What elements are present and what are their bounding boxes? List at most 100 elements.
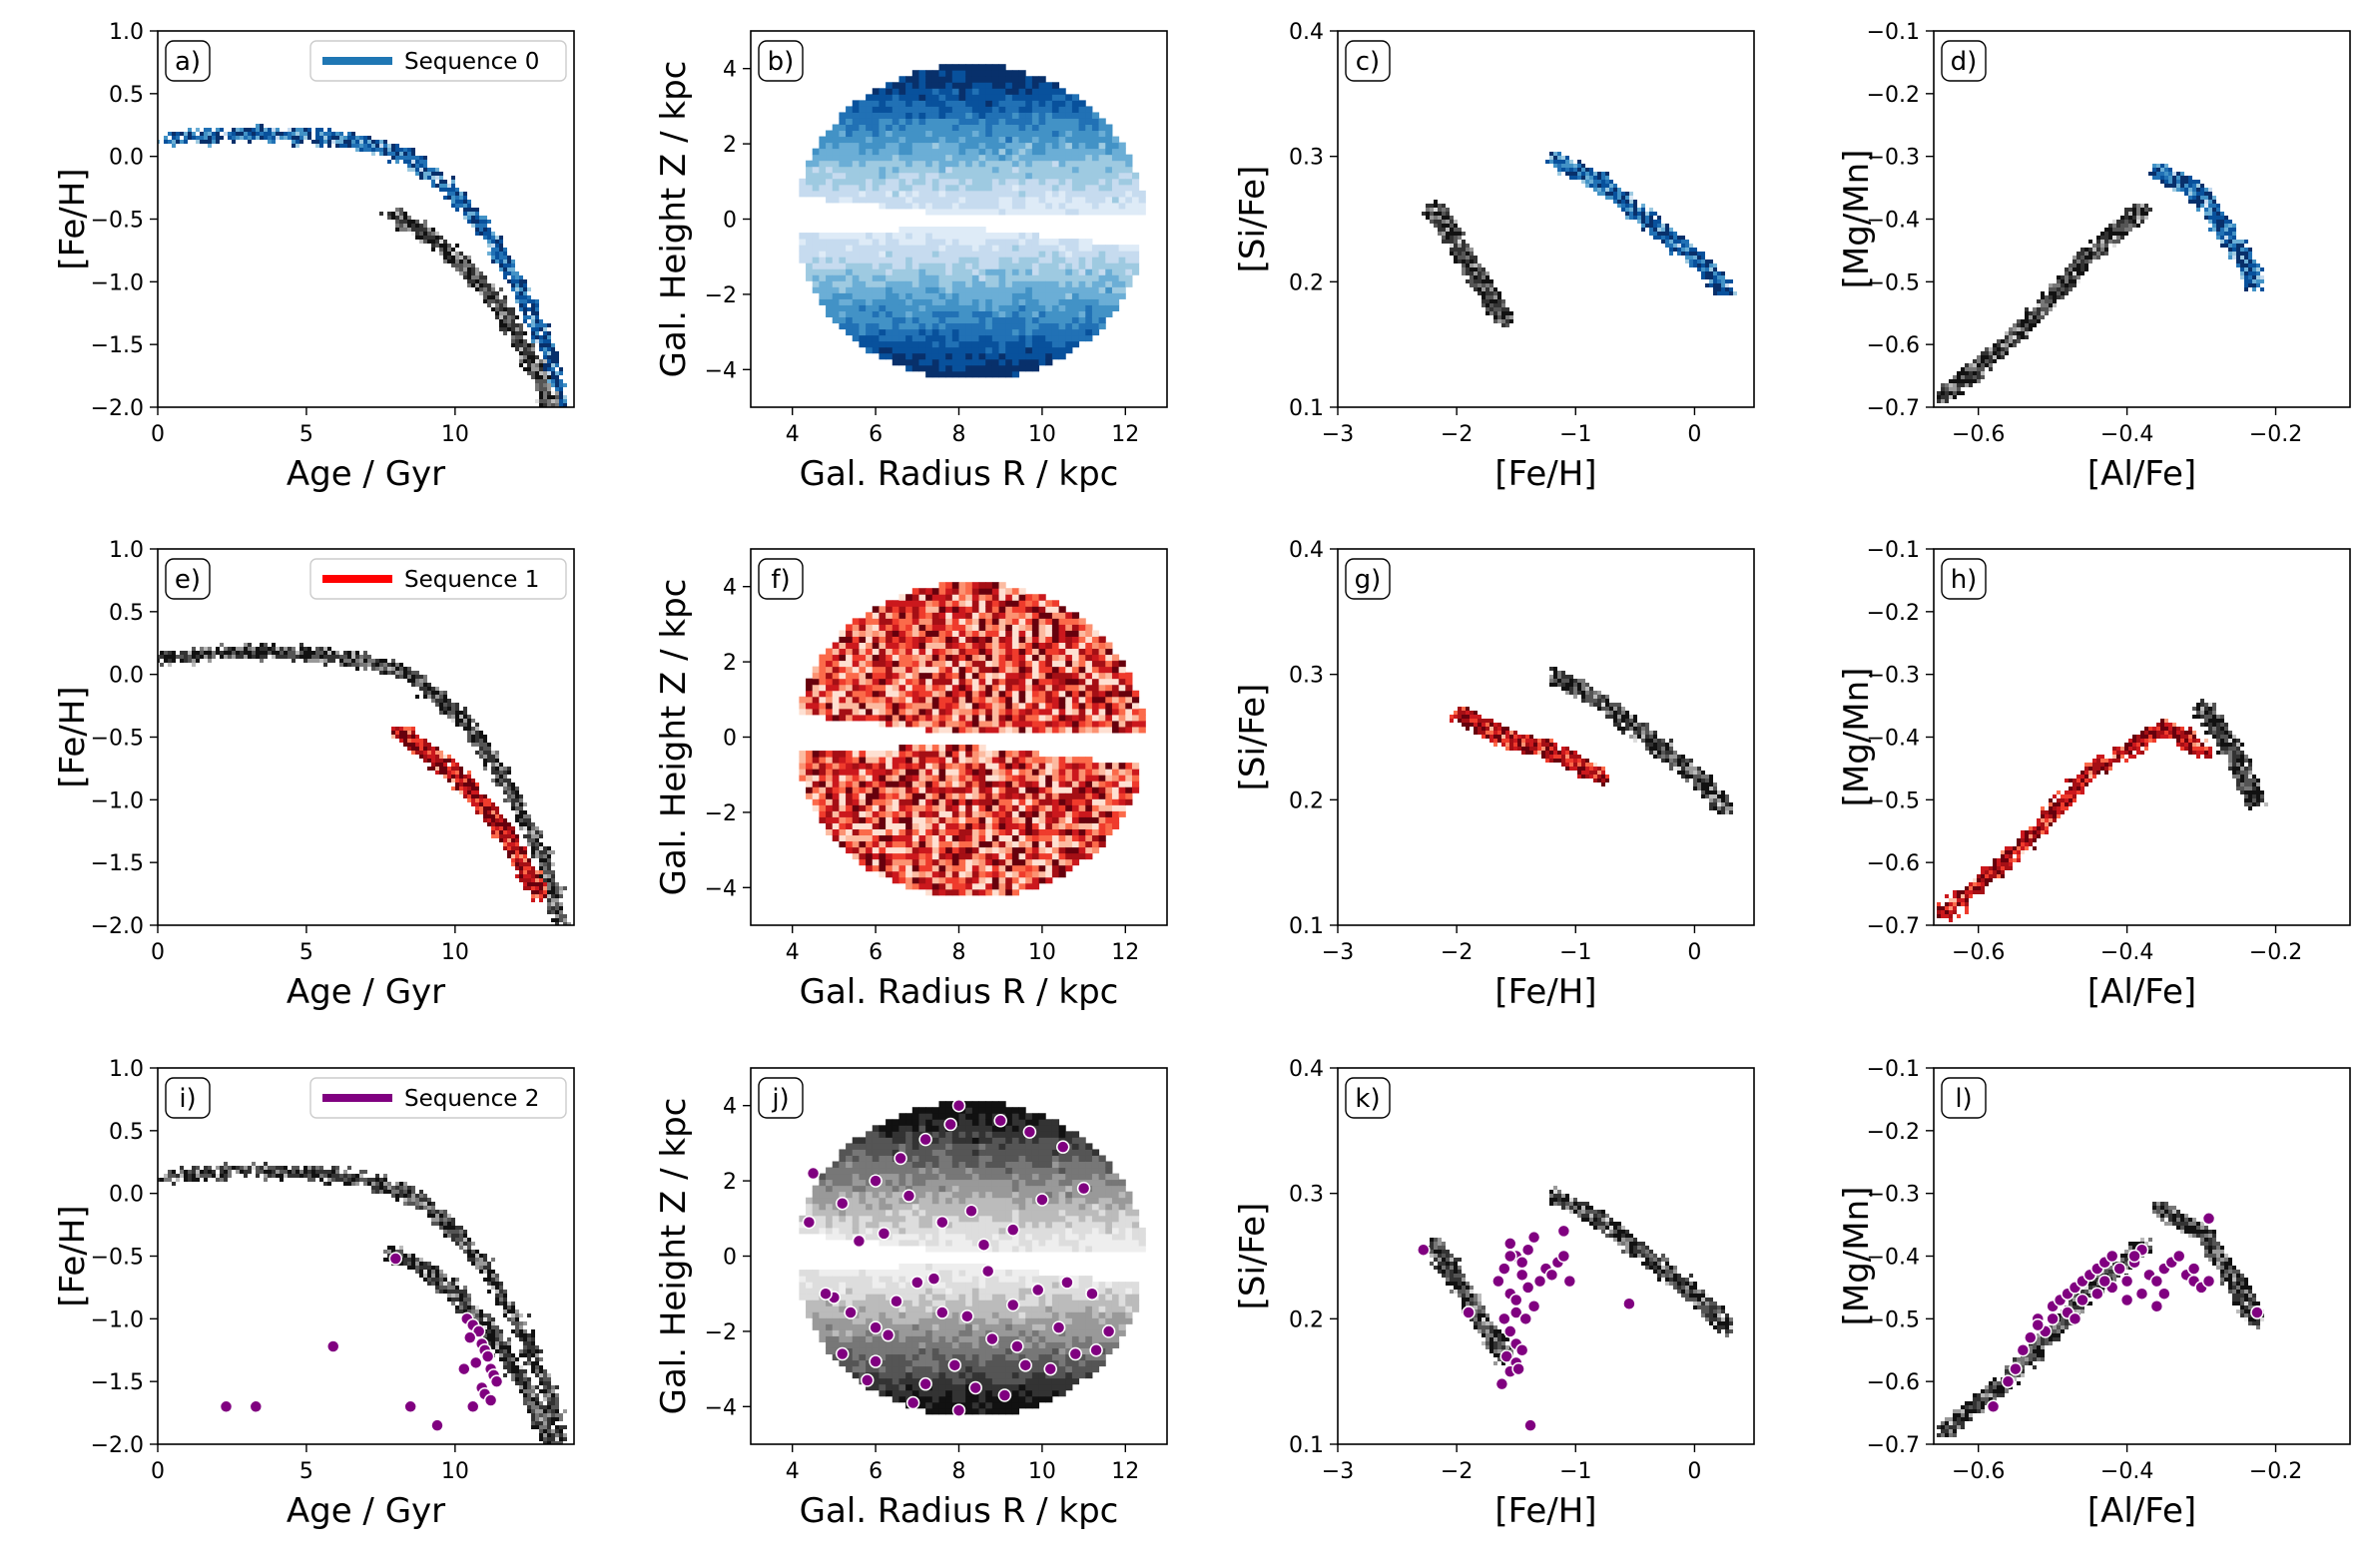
data-point [1497,1311,1511,1326]
data-point [2201,1274,2216,1289]
x-tick-label: 0 [1687,1459,1701,1484]
data-point [1005,1298,1020,1312]
data-point [2097,1274,2112,1289]
data-point [819,1287,833,1301]
data-point [943,1117,957,1132]
density-track [391,727,547,902]
data-point [1523,1418,1537,1432]
x-tick-label: −1 [1559,1459,1591,1484]
x-tick-label: 0 [151,1459,165,1484]
data-point [2250,1306,2264,1319]
data-point [1018,1358,1032,1372]
y-tick-label: −0.7 [1867,396,1920,421]
density-track [158,643,571,925]
x-axis-label: Gal. Radius R / kpc [800,972,1119,1012]
plot-area [158,1162,567,1444]
data-point [1514,1268,1529,1283]
density-region [799,64,1146,378]
data-point [1520,1281,1535,1295]
density-track [2148,164,2264,291]
y-tick-label: 1.0 [109,20,144,45]
panel-label-box [1941,558,1987,600]
panel-label-box [165,40,211,82]
data-point [980,1264,995,1279]
y-tick-label: 1.0 [109,538,144,563]
panel-label: e) [175,565,201,595]
y-tick-label: 0.5 [109,83,144,108]
y-tick-label: −0.3 [1867,1183,1920,1208]
x-tick-label: −0.2 [2249,422,2302,447]
data-point [2001,1374,2016,1388]
data-point [960,1309,974,1323]
y-tick-label: −2.0 [91,914,144,939]
data-point [1494,1376,1509,1391]
panel-c: −3 −2 −1 0 0.1 0.2 0.3 0.4 [Fe/H] [Si/Fe] c) [1233,20,1755,494]
data-point [1508,1306,1523,1319]
plot-area [1937,1202,2264,1437]
data-point [993,1114,1007,1128]
plot-area [799,582,1146,896]
x-tick-label: 10 [441,940,469,965]
data-point [1503,1249,1517,1264]
panel-label: i) [179,1084,196,1114]
y-axis-label: [Mg/Mn] [1837,1187,1877,1326]
data-point [901,1189,916,1203]
panel-label-box [758,1077,804,1119]
panel-label-box [758,40,804,82]
data-point [388,1252,403,1266]
data-point [2119,1274,2134,1289]
x-tick-label: 8 [952,940,966,965]
data-point [869,1174,883,1188]
axes-frame [157,548,575,926]
x-tick-label: 5 [299,1459,313,1484]
data-point [2186,1262,2201,1276]
x-tick-label: 6 [869,1459,883,1484]
plot-area [1417,1186,1733,1432]
panel-j: 4 6 8 10 12 4 2 0 −2 −4 Gal. Radius R / kpc Gal. He… [654,1067,1168,1531]
y-tick-label: −0.4 [1867,209,1920,234]
data-point [463,1330,477,1344]
y-tick-label: −1.5 [91,333,144,358]
y-tick-label: −2.0 [91,1433,144,1458]
data-point [2009,1361,2023,1376]
plot-area [799,64,1146,378]
data-point [806,1166,821,1181]
x-tick-label: 12 [1111,1459,1139,1484]
x-tick-label: −2 [1441,422,1473,447]
x-tick-label: −1 [1559,422,1591,447]
x-axis-label: [Fe/H] [1494,1491,1596,1531]
data-point [2149,1300,2164,1313]
y-tick-label: −2 [705,1320,737,1345]
y-tick-label: 0 [723,727,737,752]
data-point [835,1196,850,1211]
data-point [471,1324,486,1338]
data-point [468,1355,483,1370]
data-point [1503,1324,1517,1338]
x-axis-label: Age / Gyr [287,454,445,494]
y-tick-label: 0.3 [1289,146,1324,171]
x-axis-label: Age / Gyr [287,1491,445,1531]
y-tick-label: −1.5 [91,1370,144,1395]
data-point [926,1272,941,1286]
y-tick-label: −4 [705,1395,737,1420]
x-tick-label: 4 [786,1459,800,1484]
panel-h: −0.6 −0.4 −0.2 −0.1 −0.2 −0.3 −0.4 −0.5 −0.6 −0.7… [1837,538,2351,1012]
panel-label-box [165,1077,211,1119]
y-axis-label: [Si/Fe] [1233,684,1273,791]
panel-label-box [1345,1077,1391,1119]
legend-box [309,40,567,82]
data-point [951,1098,966,1113]
data-point [1417,1243,1431,1257]
data-point [2201,1212,2216,1226]
sequence-2-points [1986,1212,2264,1414]
data-point [1051,1320,1066,1334]
data-point [1526,1300,1541,1313]
y-tick-label: −0.5 [91,727,144,752]
data-point [1556,1249,1571,1264]
plot-area [1450,667,1733,814]
y-tick-label: −0.4 [1867,1246,1920,1271]
data-point [1076,1181,1091,1196]
density-track [2192,699,2268,810]
x-tick-label: 8 [952,1459,966,1484]
x-axis-label: [Al/Fe] [2087,1491,2196,1531]
